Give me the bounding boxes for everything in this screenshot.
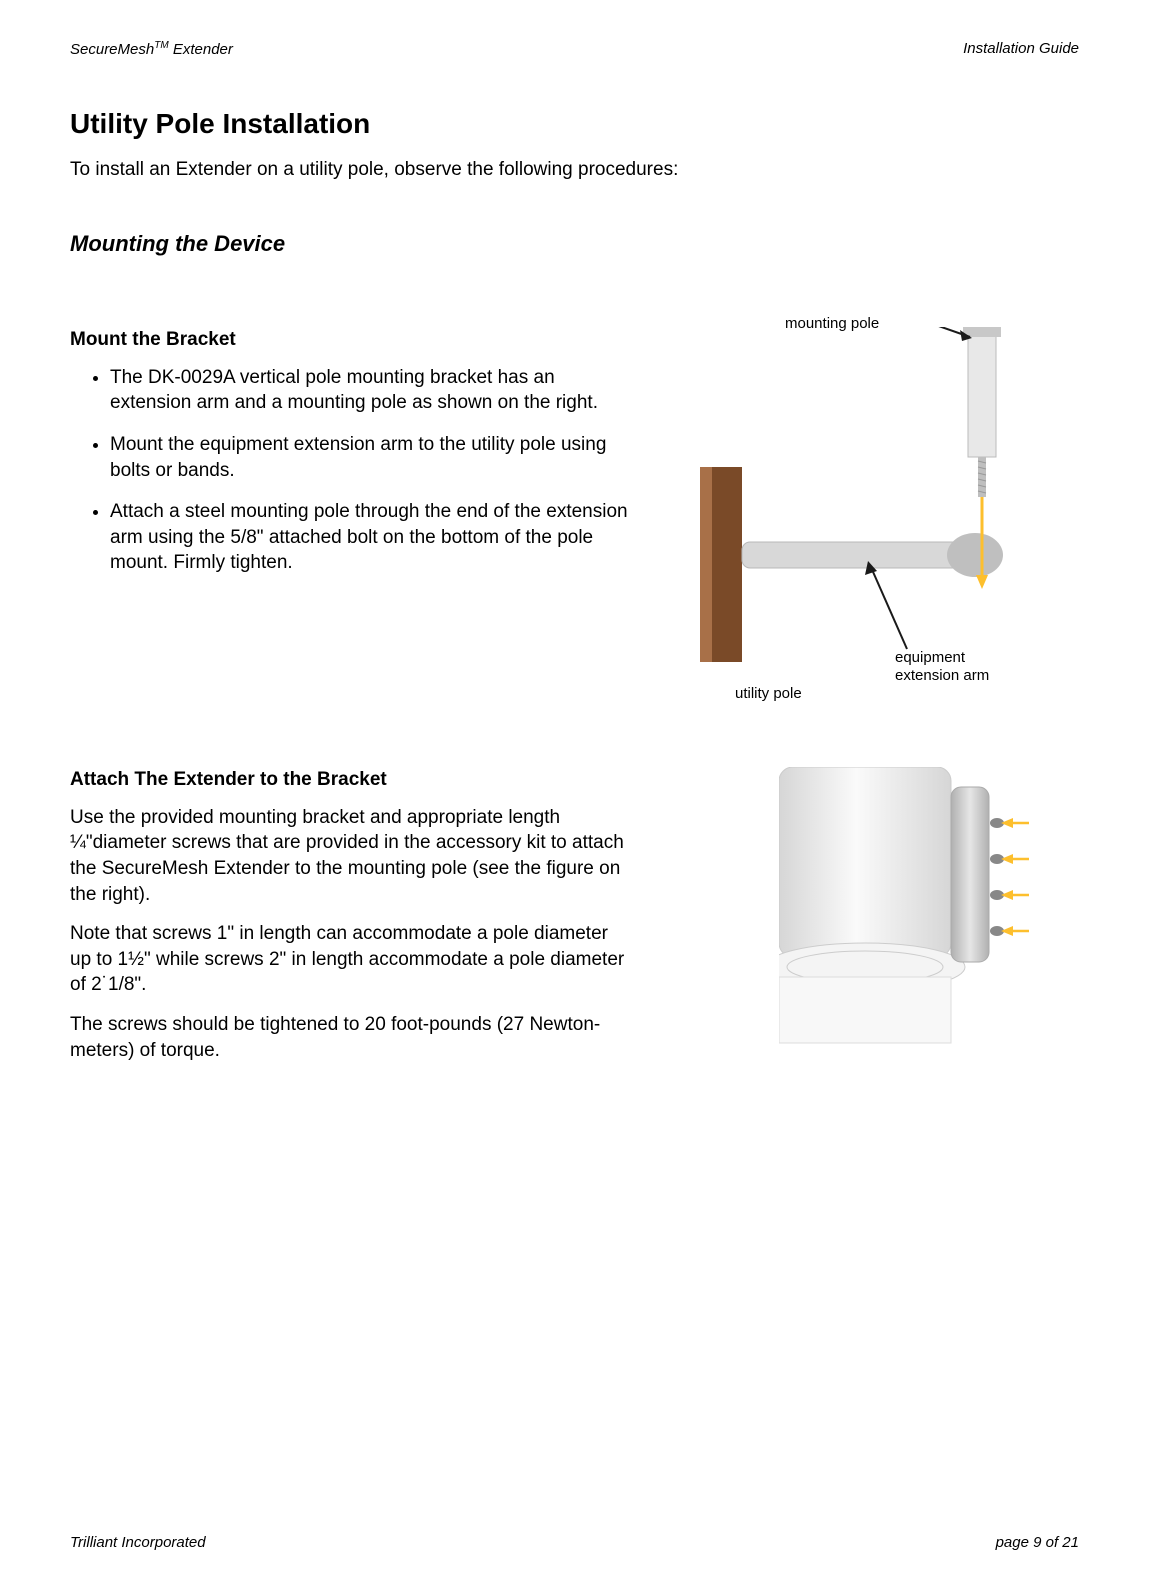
page-header: SecureMeshTM Extender Installation Guide bbox=[70, 40, 1079, 58]
bullet-item: Attach a steel mounting pole through the… bbox=[110, 499, 630, 576]
attach-extender-section: Attach The Extender to the Bracket Use t… bbox=[70, 767, 1079, 1077]
mount-bracket-list: The DK-0029A vertical pole mounting brac… bbox=[70, 365, 630, 576]
intro-text: To install an Extender on a utility pole… bbox=[70, 159, 1079, 181]
attach-extender-heading: Attach The Extender to the Bracket bbox=[70, 767, 630, 793]
footer-left: Trilliant Incorporated bbox=[70, 1534, 206, 1551]
bullet-item: Mount the equipment extension arm to the… bbox=[110, 432, 630, 483]
extender-diagram bbox=[779, 767, 1039, 1047]
bullet-item: The DK-0029A vertical pole mounting brac… bbox=[110, 365, 630, 416]
mount-bracket-heading: Mount the Bracket bbox=[70, 327, 630, 353]
utility-pole-label: utility pole bbox=[735, 685, 802, 703]
equipment-arm-label-line2: extension arm bbox=[895, 667, 989, 685]
footer-right: page 9 of 21 bbox=[996, 1534, 1079, 1551]
header-right: Installation Guide bbox=[963, 40, 1079, 58]
bracket-diagram bbox=[680, 327, 1080, 707]
header-product-name: SecureMesh bbox=[70, 41, 154, 58]
equipment-arm-label-line1: equipment bbox=[895, 649, 965, 667]
page-title: Utility Pole Installation bbox=[70, 108, 1079, 140]
header-left: SecureMeshTM Extender bbox=[70, 40, 233, 58]
paragraph: The screws should be tightened to 20 foo… bbox=[70, 1012, 630, 1063]
header-tm: TM bbox=[154, 40, 168, 51]
paragraph: Note that screws 1" in length can accomm… bbox=[70, 921, 630, 998]
mount-bracket-section: Mount the Bracket The DK-0029A vertical … bbox=[70, 327, 1079, 707]
header-product-suffix: Extender bbox=[169, 41, 233, 58]
page-footer: Trilliant Incorporated page 9 of 21 bbox=[70, 1534, 1079, 1551]
paragraph: Use the provided mounting bracket and ap… bbox=[70, 805, 630, 908]
section-subtitle: Mounting the Device bbox=[70, 231, 1079, 257]
